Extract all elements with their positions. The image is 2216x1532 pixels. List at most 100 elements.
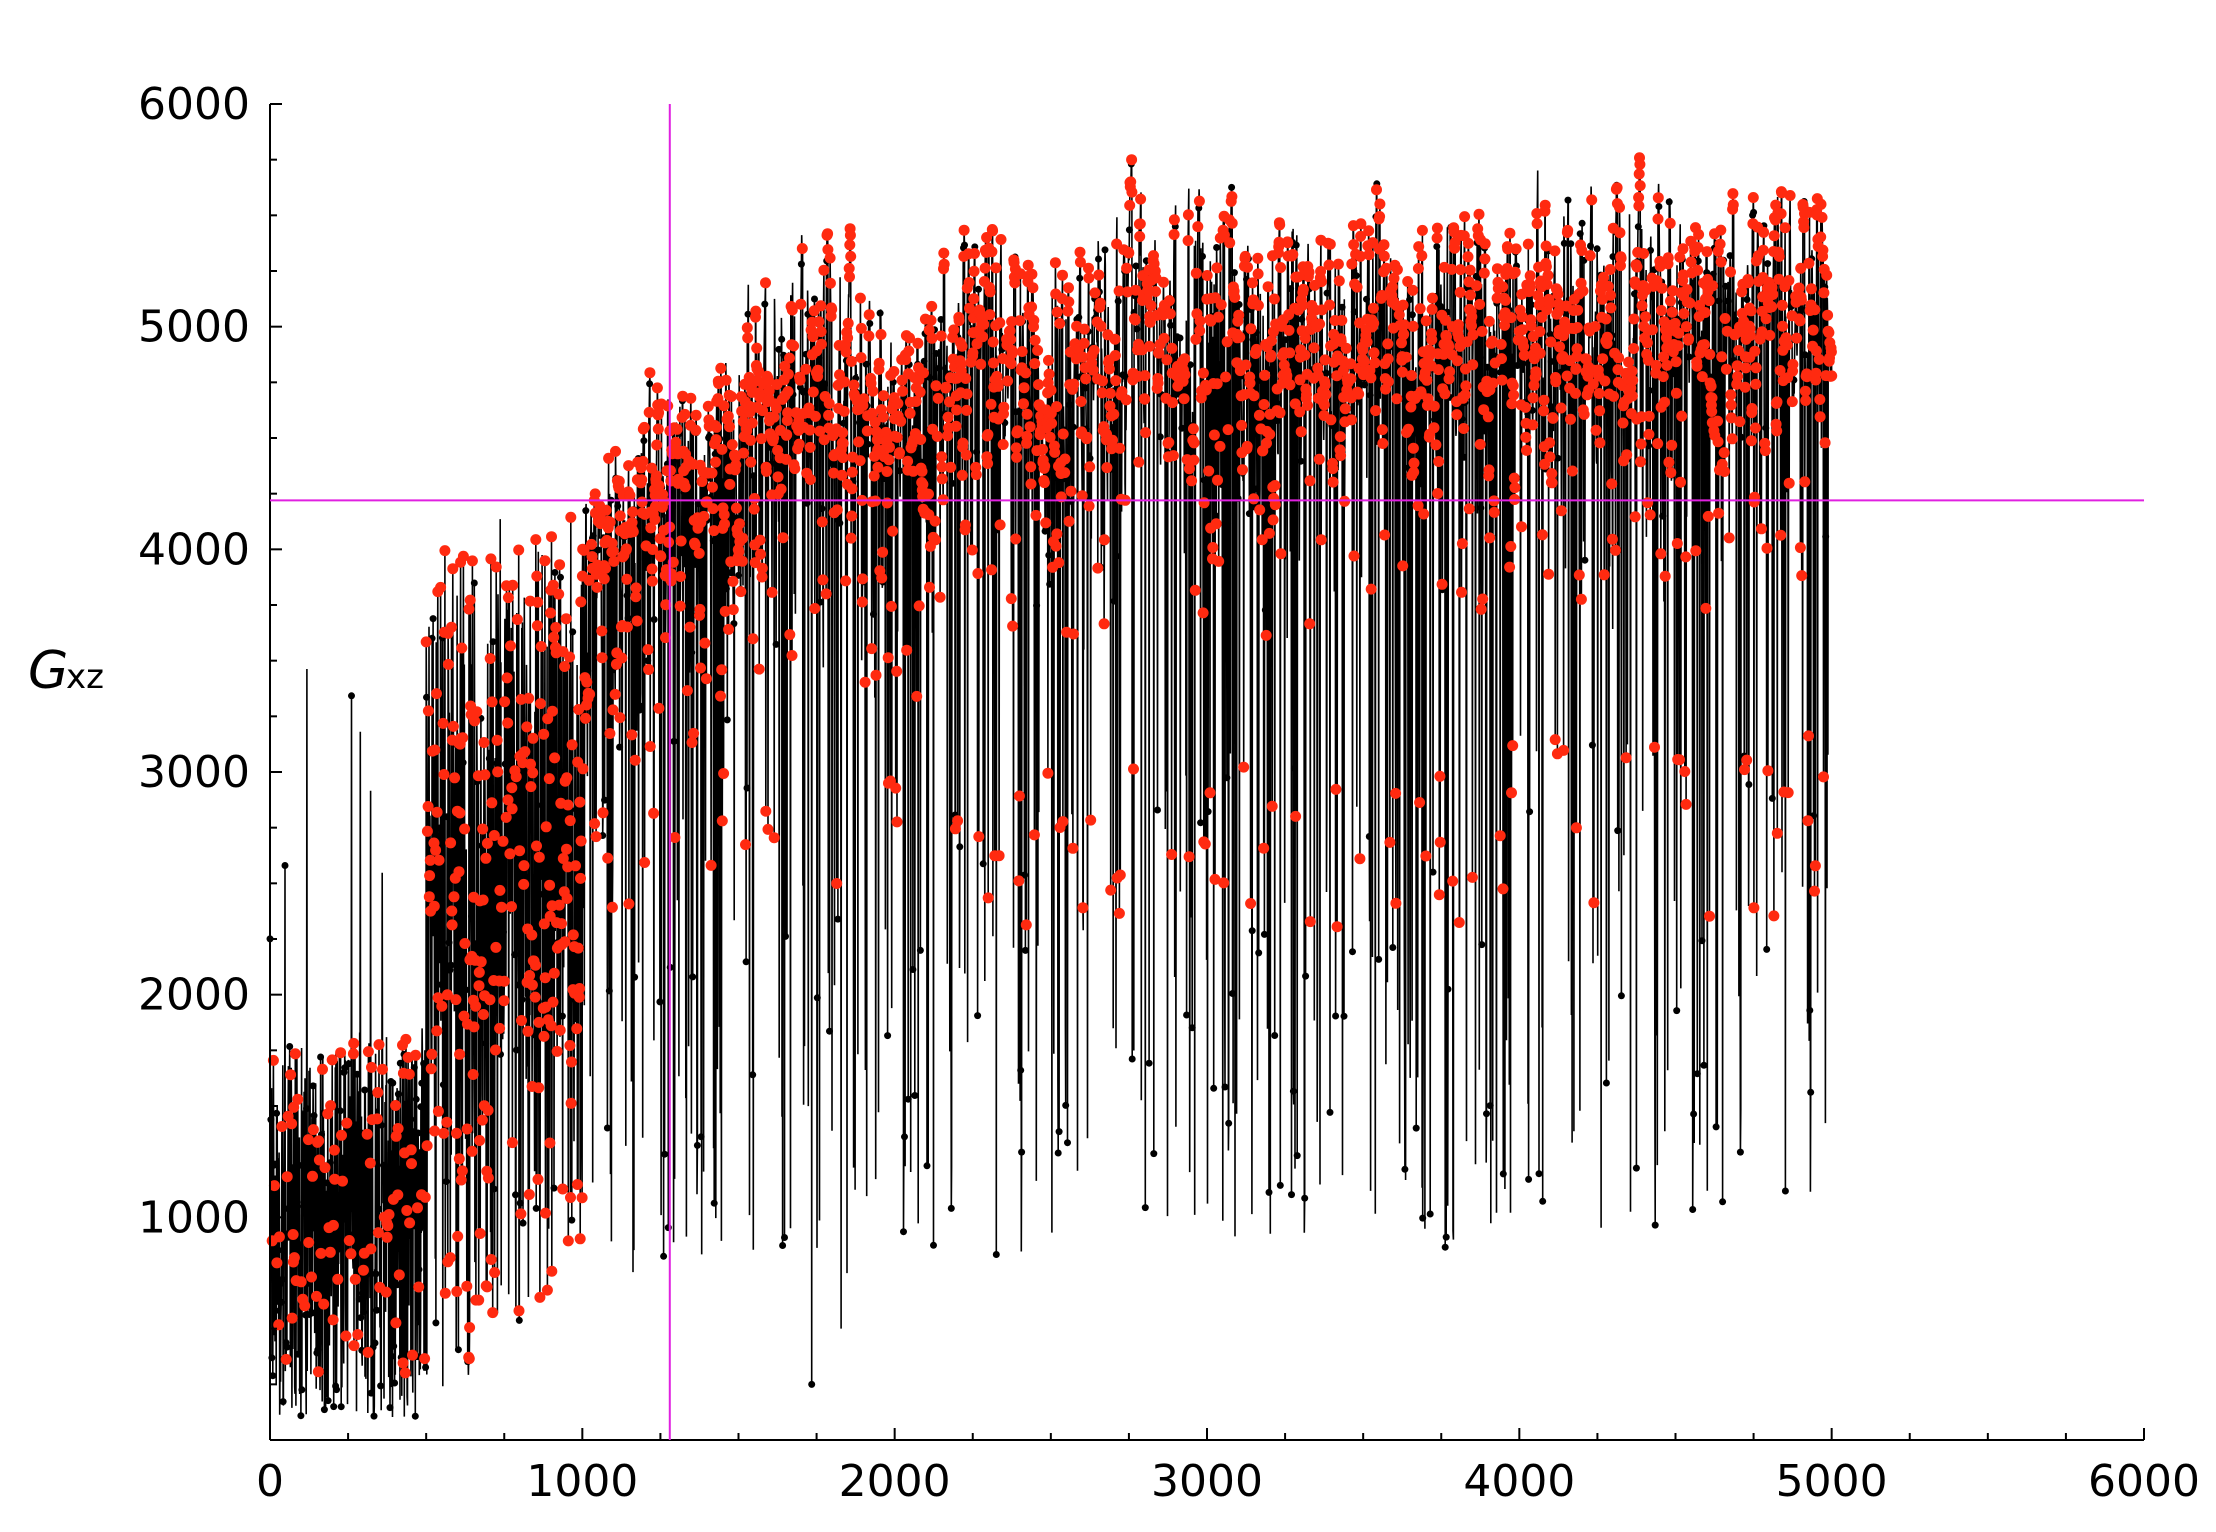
accepted-point [1258,399,1270,410]
rejected-point [1110,597,1118,605]
accepted-point [1570,363,1582,375]
accepted-point [736,555,748,567]
rejected-point [834,915,842,923]
rejected-point [516,1199,524,1207]
accepted-point [1451,355,1463,367]
rejected-point [286,1043,294,1050]
accepted-point [365,1243,377,1255]
accepted-point [474,1135,486,1146]
accepted-point [647,544,659,555]
accepted-point [993,850,1005,862]
accepted-point [837,437,849,449]
rejected-point [1497,368,1504,376]
rejected-point [1737,433,1745,441]
accepted-point [786,304,798,316]
rejected-point [1055,1128,1063,1136]
accepted-point [504,848,516,860]
accepted-point [1795,262,1807,274]
rejected-point [515,1316,523,1324]
accepted-point [1421,374,1433,386]
accepted-point [477,823,489,835]
accepted-point [690,424,702,436]
accepted-point [332,1273,344,1285]
accepted-point [1479,253,1491,265]
accepted-point [984,309,996,321]
rejected-point [1764,260,1772,268]
accepted-point [1715,256,1727,268]
accepted-point [1109,350,1121,361]
rejected-point [1576,230,1584,238]
accepted-point [1482,411,1494,423]
accepted-point [1671,538,1683,549]
accepted-point [1477,593,1489,605]
rejected-point [1655,203,1663,210]
accepted-point [1189,584,1201,596]
accepted-point [461,1123,473,1135]
trace-lines [269,157,1833,1418]
accepted-point [780,453,792,465]
rejected-point [1288,1191,1295,1199]
accepted-point [1057,428,1069,440]
rejected-point [410,1064,418,1072]
accepted-point [1283,324,1295,336]
rejected-point [1352,272,1360,280]
accepted-point [696,476,708,487]
rejected-point [1535,1170,1543,1178]
rejected-point [436,824,444,832]
accepted-point [523,1189,535,1200]
accepted-point [522,1025,534,1037]
accepted-point [815,326,827,338]
rejected-point [533,1043,541,1051]
accepted-point [1346,258,1358,270]
accepted-point [1020,367,1032,379]
rejected-point [836,519,844,527]
accepted-point [735,586,747,598]
rejected-point [367,1389,375,1397]
accepted-point [1775,208,1787,220]
rejected-point [573,806,580,814]
accepted-point [1783,477,1795,489]
accepted-point [1282,237,1294,249]
accepted-point [814,425,826,437]
rejected-point [349,1160,356,1168]
rejected-point [323,1179,331,1187]
rejected-point [1694,257,1702,265]
accepted-point [1652,213,1664,225]
accepted-point [730,502,742,514]
accepted-point [1287,249,1299,260]
accepted-point [1525,320,1537,332]
accepted-point [1266,800,1278,812]
rejected-point [1018,1148,1026,1156]
accepted-point [1094,297,1106,309]
rejected-point [670,737,678,745]
accepted-point [1774,365,1786,376]
accepted-point [1536,529,1548,541]
accepted-point [855,352,867,364]
rejected-point [1122,373,1130,381]
rejected-point [1389,944,1397,951]
accepted-point [399,1367,411,1379]
accepted-point [747,633,759,645]
accepted-point [1742,277,1754,289]
accepted-point [494,884,506,896]
rejected-point [1086,454,1094,462]
accepted-point [1168,229,1180,240]
accepted-point [490,941,502,953]
accepted-point [1497,281,1509,293]
accepted-point [1809,885,1820,897]
rejected-point [1403,386,1411,393]
accepted-point [349,1273,361,1285]
accepted-point [577,763,589,775]
accepted-point [883,454,895,466]
accepted-point [1208,429,1220,441]
accepted-point [562,799,574,811]
accepted-point [1245,323,1257,335]
accepted-point [1215,299,1227,311]
accepted-point [848,379,860,391]
accepted-point [1096,387,1108,399]
accepted-point [1004,325,1016,337]
accepted-point [876,572,888,584]
axes: 0 1000 2000 3000 4000 5000 6000 10002000300040… [138,79,2200,1507]
rejected-point [1141,1204,1149,1212]
accepted-point [1823,327,1835,339]
